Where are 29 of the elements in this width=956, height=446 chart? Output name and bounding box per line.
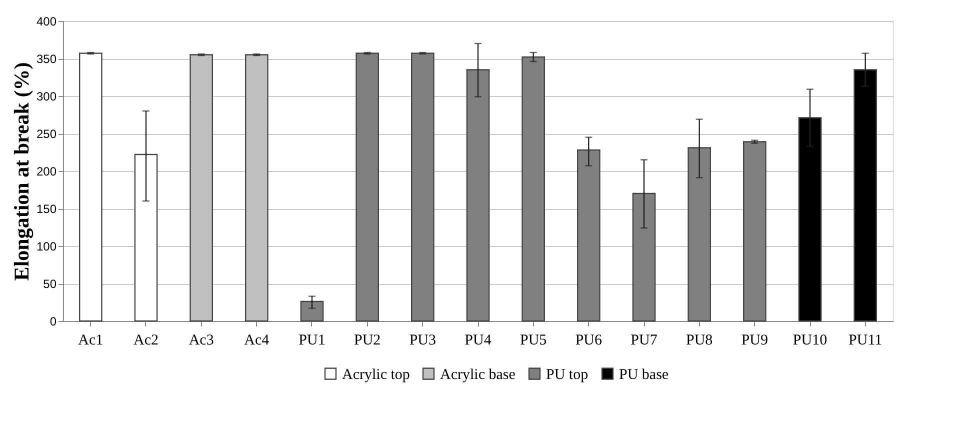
y-tick-label: 0: [50, 314, 57, 328]
x-tick-label: PU2: [354, 332, 381, 348]
x-tick-label: PU11: [848, 332, 882, 348]
legend-label: PU base: [619, 366, 669, 383]
x-tick-label: PU6: [575, 332, 602, 348]
x-tick-label: Ac2: [134, 332, 158, 348]
x-tick-label: PU5: [520, 332, 547, 348]
y-tick-label: 400: [36, 14, 57, 28]
x-tick-label: PU9: [741, 332, 768, 348]
x-tick-label: Ac1: [78, 332, 104, 348]
y-axis-title: Elongation at break (%): [9, 62, 34, 281]
legend-label: PU top: [546, 366, 588, 383]
legend-label: Acrylic top: [342, 366, 410, 383]
legend-label: Acrylic base: [440, 366, 516, 383]
x-tick-label: PU8: [686, 332, 713, 348]
x-tick-label: PU10: [792, 332, 828, 348]
y-tick-label: 200: [36, 164, 57, 178]
y-tick-label: 50: [43, 277, 57, 291]
x-tick-label: PU7: [630, 332, 658, 348]
y-tick-label: 150: [36, 202, 57, 216]
y-tick-label: 250: [36, 127, 57, 141]
y-tick-label: 350: [36, 52, 57, 66]
y-tick-label: 100: [36, 240, 57, 254]
x-tick-label: Ac3: [188, 332, 214, 348]
x-tick-label: PU3: [409, 332, 436, 348]
x-tick-label: PU4: [464, 332, 492, 348]
x-tick-label: Ac4: [244, 332, 270, 348]
y-tick-label: 300: [36, 90, 57, 104]
x-tick-label: PU1: [298, 332, 326, 348]
